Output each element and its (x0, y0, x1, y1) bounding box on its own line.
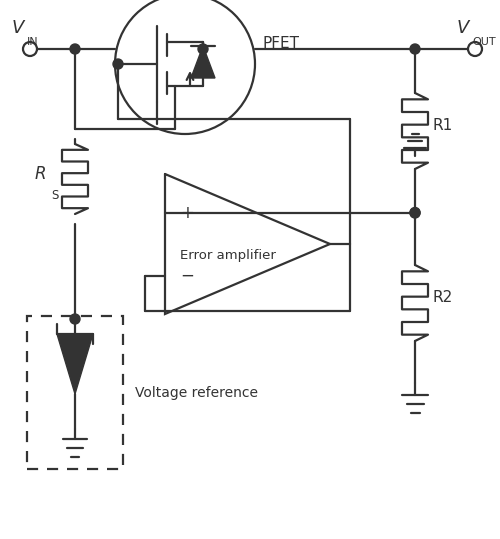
Text: V: V (12, 19, 24, 37)
Text: R1: R1 (433, 119, 453, 134)
Text: IN: IN (27, 37, 38, 47)
Circle shape (198, 44, 208, 54)
Circle shape (70, 314, 80, 324)
Circle shape (410, 44, 420, 54)
Text: Voltage reference: Voltage reference (135, 385, 258, 399)
Polygon shape (57, 334, 93, 394)
Circle shape (70, 44, 80, 54)
Text: R: R (35, 165, 46, 183)
Text: Error amplifier: Error amplifier (180, 250, 276, 262)
Text: PFET: PFET (263, 37, 300, 52)
Circle shape (410, 208, 420, 218)
Circle shape (410, 208, 420, 218)
Polygon shape (191, 46, 215, 78)
Text: OUT: OUT (472, 37, 496, 47)
Text: +: + (180, 204, 194, 222)
Text: −: − (180, 266, 194, 285)
Text: R2: R2 (433, 291, 453, 306)
Text: V: V (457, 19, 469, 37)
Circle shape (113, 59, 123, 69)
Text: S: S (51, 189, 59, 202)
